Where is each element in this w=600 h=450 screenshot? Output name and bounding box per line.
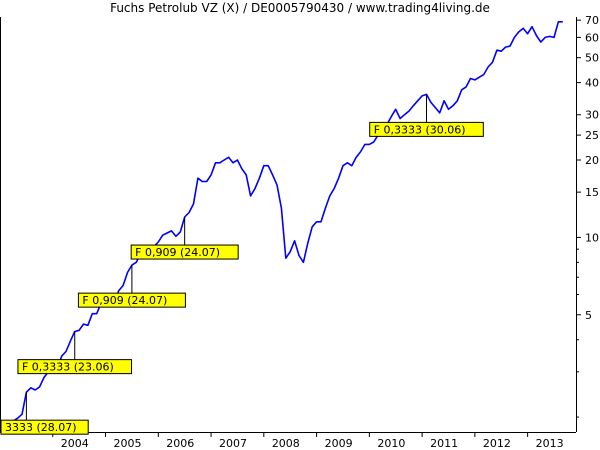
x-tick-label: 2005 bbox=[114, 437, 142, 450]
dividend-annotation: 3333 (28.07) bbox=[0, 392, 89, 435]
annotation-label: F 0,3333 (23.06) bbox=[22, 361, 114, 374]
x-tick-label: 2010 bbox=[377, 437, 405, 450]
y-tick-label: 70 bbox=[585, 14, 599, 27]
y-tick-label: 15 bbox=[585, 186, 599, 199]
annotation-label: 3333 (28.07) bbox=[5, 421, 77, 434]
annotation-box bbox=[0, 419, 89, 435]
y-tick-label: 60 bbox=[585, 31, 599, 44]
annotation-box bbox=[369, 121, 484, 137]
annotation-label: F 0,3333 (30.06) bbox=[374, 123, 466, 136]
chart-title: Fuchs Petrolub VZ (X) / DE0005790430 / w… bbox=[110, 1, 490, 15]
x-tick-label: 2004 bbox=[61, 437, 89, 450]
x-tick-label: 2009 bbox=[325, 437, 353, 450]
annotation-label: F 0,909 (24.07) bbox=[135, 246, 220, 259]
annotation-box bbox=[17, 359, 133, 375]
dividend-annotation: F 0,3333 (23.06) bbox=[17, 331, 133, 375]
x-tick-label: 2012 bbox=[483, 437, 511, 450]
y-tick-label: 5 bbox=[585, 309, 592, 322]
y-tick-label: 40 bbox=[585, 77, 599, 90]
x-tick-label: 2008 bbox=[272, 437, 300, 450]
annotation-label: F 0,909 (24.07) bbox=[82, 294, 167, 307]
y-tick-label: 10 bbox=[585, 231, 599, 244]
x-tick-label: 2013 bbox=[536, 437, 564, 450]
y-tick-label: 50 bbox=[585, 52, 599, 65]
annotation-box bbox=[130, 244, 239, 260]
dividend-annotation: F 0,909 (24.07) bbox=[130, 217, 239, 260]
annotation-box bbox=[77, 292, 186, 308]
dividend-annotation: F 0,3333 (30.06) bbox=[369, 94, 484, 137]
y-tick-label: 25 bbox=[585, 129, 599, 142]
y-tick-label: 30 bbox=[585, 109, 599, 122]
dividend-annotation: F 0,909 (24.07) bbox=[77, 265, 186, 308]
x-tick-label: 2007 bbox=[219, 437, 247, 450]
x-tick-label: 2011 bbox=[430, 437, 458, 450]
x-tick-label: 2006 bbox=[166, 437, 194, 450]
price-line bbox=[0, 21, 563, 427]
y-tick-label: 20 bbox=[585, 154, 599, 167]
